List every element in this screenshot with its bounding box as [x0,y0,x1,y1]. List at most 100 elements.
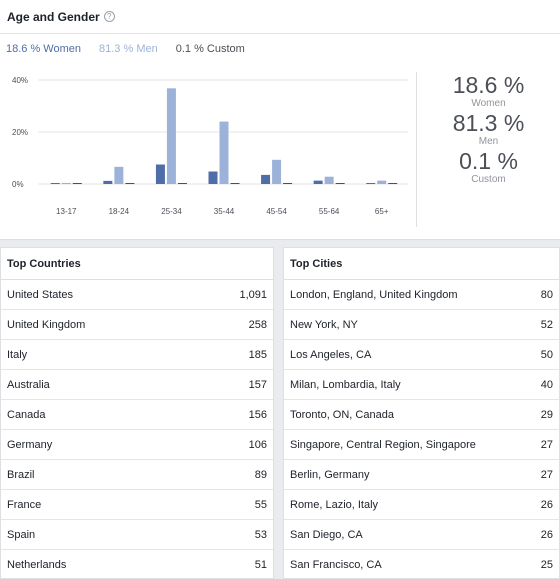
men-percentage: 81.3 % [452,110,525,136]
top-cities-table: Top Cities London, England, United Kingd… [283,247,560,579]
table-row: France 55 [1,490,273,520]
bar-women[interactable] [366,183,376,184]
row-name: Italy [7,348,28,361]
bar-men[interactable] [324,176,334,184]
row-name: Netherlands [7,558,67,571]
row-value: 29 [540,408,553,421]
row-value: 27 [540,438,553,451]
legend-women: 18.6 % Women [6,43,82,55]
x-tick-label: 65+ [375,207,389,216]
bar-custom[interactable] [335,183,345,184]
top-countries-title: Top Countries [1,248,273,280]
row-name: Spain [7,528,36,541]
women-label: Women [471,98,506,109]
x-tick-label: 13-17 [56,207,77,216]
row-name: France [7,498,42,511]
row-name: San Francisco, CA [290,558,382,571]
row-name: United States [7,288,74,301]
row-name: Canada [7,408,46,421]
bar-men[interactable] [377,180,387,184]
row-value: 156 [248,408,267,421]
table-row: Brazil 89 [1,460,273,490]
row-value: 52 [540,318,553,331]
women-percentage: 18.6 % [452,72,525,98]
row-value: 157 [248,378,267,391]
y-tick-label: 20% [12,128,28,137]
bar-men[interactable] [61,182,71,184]
table-row: Canada 156 [1,400,273,430]
row-value: 50 [540,348,553,361]
row-value: 89 [254,468,267,481]
row-value: 26 [540,498,553,511]
row-name: San Diego, CA [290,528,363,541]
age-gender-header: Age and Gender ? [0,0,560,34]
bar-custom[interactable] [230,183,240,184]
row-name: Milan, Lombardia, Italy [290,378,401,391]
bar-women[interactable] [50,183,60,184]
age-gender-title: Age and Gender [7,9,100,24]
top-cities-title: Top Cities [284,248,559,280]
table-row: New York, NY 52 [284,310,559,340]
row-name: New York, NY [290,318,358,331]
y-tick-label: 0% [12,180,24,189]
row-value: 40 [540,378,553,391]
row-name: Rome, Lazio, Italy [290,498,379,511]
table-row: Australia 157 [1,370,273,400]
age-gender-card: Age and Gender ? 18.6 % Women 81.3 % Men… [0,0,560,240]
bar-women[interactable] [103,180,113,184]
row-value: 55 [254,498,267,511]
row-value: 27 [540,468,553,481]
row-value: 53 [254,528,267,541]
custom-label: Custom [471,174,506,185]
row-name: Los Angeles, CA [290,348,372,361]
gender-summary: 18.6 % Women 81.3 % Men 0.1 % Custom [417,72,560,186]
bar-women[interactable] [261,174,271,184]
row-value: 185 [248,348,267,361]
row-value: 106 [248,438,267,451]
bar-men[interactable] [114,166,124,184]
table-row: Milan, Lombardia, Italy 40 [284,370,559,400]
table-row: Singapore, Central Region, Singapore 27 [284,430,559,460]
row-name: United Kingdom [7,318,86,331]
row-name: Berlin, Germany [290,468,370,481]
bar-custom[interactable] [177,183,187,184]
row-name: London, England, United Kingdom [290,288,458,301]
row-value: 80 [540,288,553,301]
legend-custom: 0.1 % Custom [175,43,245,55]
age-gender-chart: 40% 20% 0% 13-17 18-24 25-34 35-44 45-54 55-64 65… [0,66,415,228]
gender-legend: 18.6 % Women 81.3 % Men 0.1 % Custom [6,43,245,55]
table-row: San Diego, CA 26 [284,520,559,550]
men-label: Men [478,136,499,147]
age-gender-chart-svg: 40% 20% 0% 13-17 18-24 25-34 35-44 45-54 55-64 65… [12,76,408,216]
table-row: Germany 106 [1,430,273,460]
table-row: Netherlands 51 [1,550,273,579]
bar-custom[interactable] [125,183,135,184]
row-value: 25 [540,558,553,571]
bar-men[interactable] [272,159,282,184]
bar-custom[interactable] [283,183,293,184]
bar-women[interactable] [155,164,165,185]
legend-men: 81.3 % Men [99,43,158,55]
bar-women[interactable] [313,180,323,184]
custom-percentage: 0.1 % [459,148,518,174]
table-row: United States 1,091 [1,280,273,310]
row-name: Brazil [7,468,35,481]
bar-custom[interactable] [72,183,82,184]
question-circle-icon[interactable]: ? [103,11,115,22]
bar-men[interactable] [166,88,176,184]
top-countries-table: Top Countries United States 1,091 United K… [0,247,274,579]
row-value: 258 [248,318,267,331]
bar-custom[interactable] [388,183,398,184]
table-row: London, England, United Kingdom 80 [284,280,559,310]
divider [416,72,417,227]
table-row: Los Angeles, CA 50 [284,340,559,370]
x-tick-label: 55-64 [319,207,340,216]
row-value: 51 [254,558,267,571]
row-name: Australia [7,378,50,391]
table-row: Berlin, Germany 27 [284,460,559,490]
table-row: Italy 185 [1,340,273,370]
row-value: 1,091 [239,288,267,301]
row-value: 26 [540,528,553,541]
bar-women[interactable] [208,171,218,184]
bar-men[interactable] [219,121,229,184]
